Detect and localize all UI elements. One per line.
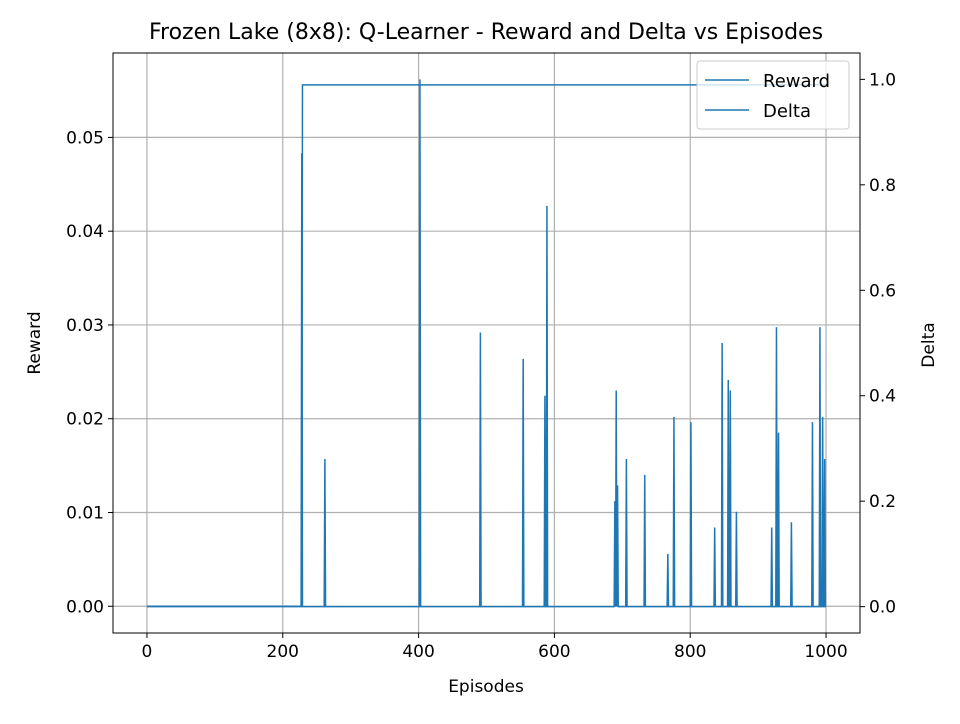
x-tick-label: 600: [538, 642, 570, 662]
x-tick-label: 400: [402, 642, 434, 662]
y-tick-label: 0.05: [66, 128, 104, 148]
y-axis-label: Reward: [25, 311, 45, 374]
x-tick-label: 1000: [804, 642, 847, 662]
plot-frame: [112, 52, 861, 634]
y2-tick-label: 0.6: [869, 281, 896, 301]
y2-tick-label: 1.0: [869, 70, 896, 90]
series-lines: [146, 79, 827, 608]
legend-box: [696, 60, 850, 130]
x-axis: 0 200 400 600 800 1000: [142, 633, 848, 662]
x-tick-label: 0: [142, 642, 153, 662]
chart-title: Frozen Lake (8x8): Q-Learner - Reward an…: [149, 20, 823, 45]
y-tick-label: 0.01: [66, 503, 104, 523]
series-line-delta: [146, 79, 827, 608]
y2-tick-label: 0.4: [869, 387, 896, 407]
x-tick-label: 200: [267, 642, 299, 662]
y2-tick-label: 0.0: [869, 598, 896, 618]
x-axis-label: Episodes: [448, 677, 524, 697]
y2-tick-label: 0.8: [869, 176, 896, 196]
y2-axis-label: Delta: [919, 322, 939, 367]
legend-label-reward: Reward: [763, 71, 830, 92]
y2-tick-label: 0.2: [869, 492, 896, 512]
legend: Reward Delta: [696, 60, 850, 130]
x-tick-label: 800: [674, 642, 706, 662]
y-tick-label: 0.03: [66, 316, 104, 336]
y-tick-label: 0.04: [66, 222, 104, 242]
y-axis-left: 0.00 0.01 0.02 0.03 0.04 0.05: [66, 128, 113, 617]
y-tick-label: 0.00: [66, 597, 104, 617]
y-tick-label: 0.02: [66, 410, 104, 430]
grid-lines: [113, 53, 860, 633]
y-axis-right: 0.0 0.2 0.4 0.6 0.8 1.0: [860, 70, 896, 618]
legend-label-delta: Delta: [763, 101, 811, 122]
